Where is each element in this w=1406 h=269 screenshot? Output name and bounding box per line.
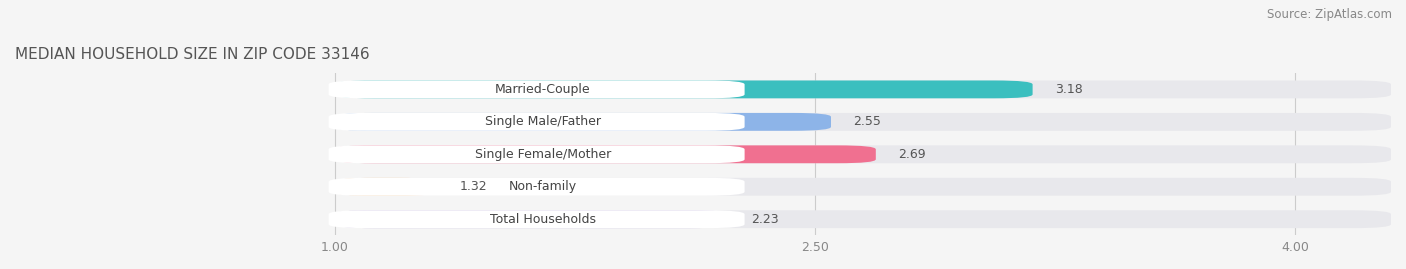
FancyBboxPatch shape [329,178,745,196]
Text: MEDIAN HOUSEHOLD SIZE IN ZIP CODE 33146: MEDIAN HOUSEHOLD SIZE IN ZIP CODE 33146 [15,47,370,62]
Text: Source: ZipAtlas.com: Source: ZipAtlas.com [1267,8,1392,21]
Text: 2.55: 2.55 [853,115,882,128]
FancyBboxPatch shape [335,210,1391,228]
Text: Single Female/Mother: Single Female/Mother [475,148,612,161]
FancyBboxPatch shape [329,113,745,131]
FancyBboxPatch shape [335,145,1391,163]
FancyBboxPatch shape [335,113,1391,131]
FancyBboxPatch shape [335,145,876,163]
FancyBboxPatch shape [329,80,745,98]
FancyBboxPatch shape [335,178,1391,196]
Text: 2.23: 2.23 [751,213,779,226]
FancyBboxPatch shape [335,80,1391,98]
FancyBboxPatch shape [335,80,1032,98]
Text: Non-family: Non-family [509,180,576,193]
FancyBboxPatch shape [329,145,745,163]
Text: 2.69: 2.69 [898,148,925,161]
Text: 3.18: 3.18 [1054,83,1083,96]
FancyBboxPatch shape [329,210,745,228]
Text: 1.32: 1.32 [460,180,488,193]
FancyBboxPatch shape [335,210,728,228]
FancyBboxPatch shape [335,178,437,196]
Text: Single Male/Father: Single Male/Father [485,115,600,128]
Text: Married-Couple: Married-Couple [495,83,591,96]
Text: Total Households: Total Households [491,213,596,226]
FancyBboxPatch shape [335,113,831,131]
